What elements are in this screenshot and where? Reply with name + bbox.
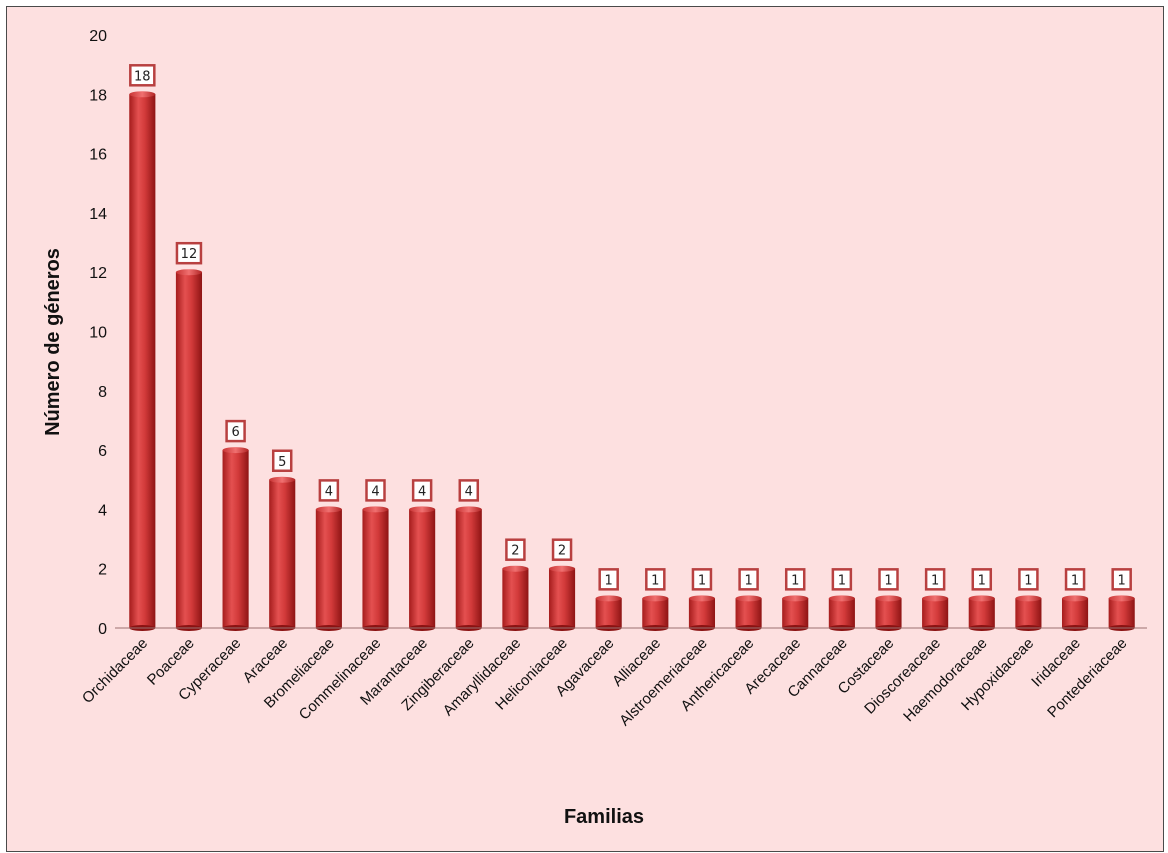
bar bbox=[409, 506, 436, 631]
data-label: 4 bbox=[318, 479, 340, 502]
bar bbox=[828, 595, 855, 631]
data-label: 1 bbox=[1064, 568, 1086, 591]
x-tick-label: Haemodoraceae bbox=[900, 635, 990, 725]
svg-text:12: 12 bbox=[181, 247, 198, 262]
x-tick-label: Orchidaceae bbox=[79, 635, 151, 707]
bar bbox=[175, 269, 203, 631]
svg-text:1: 1 bbox=[605, 573, 613, 588]
svg-text:1: 1 bbox=[1024, 573, 1032, 588]
bars bbox=[129, 91, 1135, 631]
bar bbox=[502, 565, 529, 631]
y-tick-label: 18 bbox=[89, 87, 107, 104]
data-label: 1 bbox=[1018, 568, 1039, 591]
data-label: 4 bbox=[458, 479, 480, 502]
y-axis-title: Número de géneros bbox=[42, 248, 64, 436]
bar bbox=[269, 476, 296, 631]
data-label: 2 bbox=[551, 538, 573, 561]
y-tick-label: 14 bbox=[89, 206, 107, 223]
data-label: 1 bbox=[598, 568, 619, 591]
x-axis-ticks: OrchidaceaePoaceaeCyperaceaeAraceaeBrome… bbox=[79, 635, 1131, 730]
data-label: 1 bbox=[784, 568, 806, 591]
bar bbox=[688, 595, 716, 631]
svg-text:1: 1 bbox=[744, 573, 752, 588]
data-label: 1 bbox=[691, 568, 713, 591]
bar bbox=[875, 595, 902, 631]
bar bbox=[1015, 595, 1042, 631]
svg-text:1: 1 bbox=[1071, 573, 1079, 588]
y-tick-label: 6 bbox=[98, 443, 107, 460]
data-label: 1 bbox=[831, 568, 853, 591]
y-tick-label: 8 bbox=[98, 384, 107, 401]
x-axis-title: Familias bbox=[564, 806, 644, 828]
y-tick-label: 4 bbox=[98, 502, 107, 519]
y-axis-ticks: 0 2 4 6 8 10 12 14 16 18 20 bbox=[89, 28, 107, 638]
svg-text:18: 18 bbox=[134, 69, 151, 84]
y-tick-label: 10 bbox=[89, 325, 107, 342]
svg-text:1: 1 bbox=[838, 573, 846, 588]
y-tick-label: 16 bbox=[89, 147, 107, 164]
chart-area: 0 2 4 6 8 10 12 14 16 18 20 18 12 6 5 4 4 4 4 2 2 1 1 1 1 1 1 1 1 1 1… bbox=[6, 6, 1164, 852]
data-label: 5 bbox=[271, 449, 293, 472]
x-tick-label: Alstroemeriaceae bbox=[616, 635, 711, 730]
x-tick-label: Pontederiaceae bbox=[1044, 635, 1130, 721]
svg-text:1: 1 bbox=[931, 573, 939, 588]
data-label: 1 bbox=[924, 568, 946, 591]
data-label: 1 bbox=[1111, 568, 1132, 591]
bar bbox=[548, 565, 576, 631]
bar bbox=[315, 506, 342, 631]
svg-text:1: 1 bbox=[698, 573, 706, 588]
data-label: 2 bbox=[505, 538, 526, 561]
svg-text:2: 2 bbox=[511, 544, 519, 559]
bar bbox=[222, 447, 249, 631]
bar bbox=[595, 595, 622, 631]
svg-text:1: 1 bbox=[884, 573, 892, 588]
svg-text:1: 1 bbox=[978, 573, 986, 588]
bar bbox=[735, 595, 762, 631]
y-tick-label: 2 bbox=[98, 562, 107, 579]
bar bbox=[968, 595, 995, 631]
svg-text:5: 5 bbox=[278, 455, 286, 470]
svg-text:4: 4 bbox=[418, 484, 426, 499]
svg-text:2: 2 bbox=[558, 544, 566, 559]
svg-text:1: 1 bbox=[651, 573, 659, 588]
y-tick-label: 0 bbox=[98, 621, 107, 638]
svg-text:6: 6 bbox=[231, 425, 239, 440]
svg-text:4: 4 bbox=[371, 484, 379, 499]
svg-text:4: 4 bbox=[325, 484, 333, 499]
data-labels: 18 12 6 5 4 4 4 4 2 2 1 1 1 1 1 1 1 1 1 1 1 1 bbox=[129, 64, 1132, 591]
svg-text:1: 1 bbox=[1118, 573, 1126, 588]
bar bbox=[129, 91, 156, 631]
x-tick-label: Commelinaceae bbox=[296, 635, 385, 724]
data-label: 1 bbox=[878, 568, 899, 591]
svg-text:1: 1 bbox=[791, 573, 799, 588]
data-label: 1 bbox=[645, 568, 666, 591]
y-tick-label: 20 bbox=[89, 28, 107, 45]
svg-text:4: 4 bbox=[465, 484, 473, 499]
bar bbox=[455, 506, 482, 631]
data-label: 6 bbox=[225, 419, 246, 443]
data-label: 4 bbox=[365, 479, 386, 502]
bar bbox=[922, 595, 949, 631]
bar bbox=[1108, 595, 1135, 631]
bar bbox=[362, 506, 389, 631]
bar bbox=[782, 595, 809, 631]
data-label: 1 bbox=[971, 568, 993, 591]
data-label: 12 bbox=[175, 241, 203, 265]
bar bbox=[1061, 595, 1089, 631]
data-label: 18 bbox=[129, 64, 156, 87]
bar bbox=[642, 595, 669, 631]
data-label: 4 bbox=[411, 479, 433, 502]
y-tick-label: 12 bbox=[89, 265, 107, 282]
data-label: 1 bbox=[738, 568, 759, 591]
